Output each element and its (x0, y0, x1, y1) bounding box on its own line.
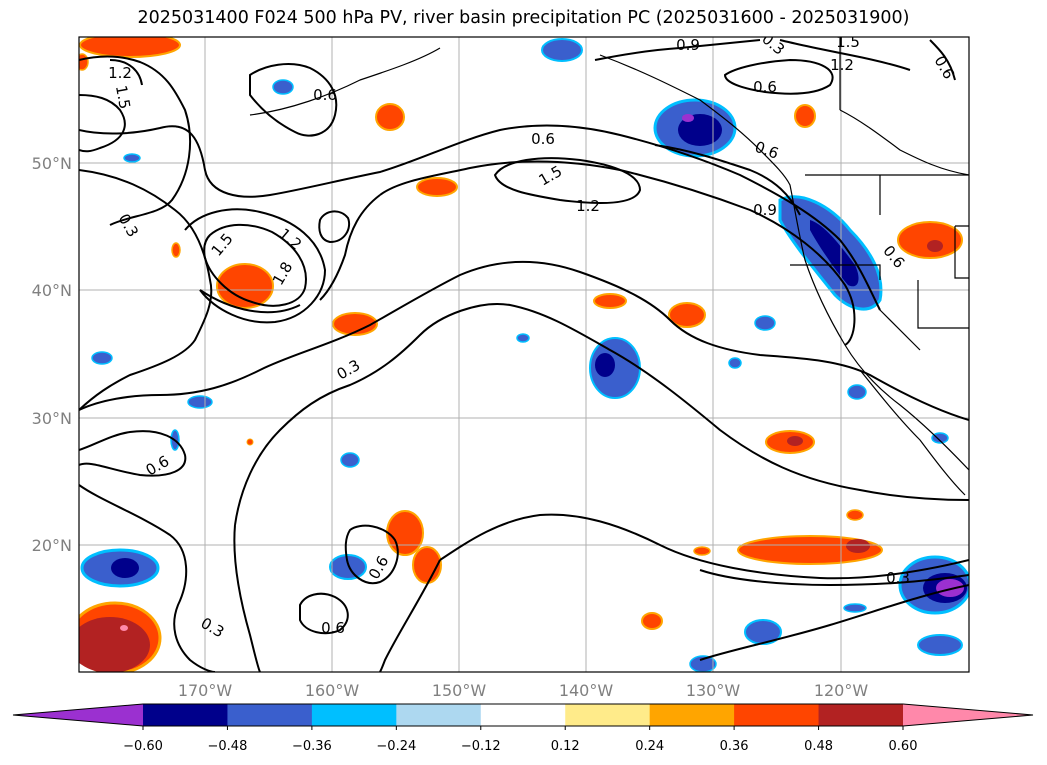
contour-label: 0.9 (676, 36, 700, 54)
lon-tick-label: 160°W (305, 681, 360, 700)
contour-label: 1.5 (112, 84, 134, 111)
lat-tick-label: 50°N (32, 154, 72, 173)
lat-tick-label: 30°N (32, 409, 72, 428)
colorbar-segment (649, 704, 735, 726)
colorbar-right-extend (903, 704, 1033, 726)
colorbar-segment (143, 704, 228, 726)
colorbar-tick-label: 0.24 (635, 739, 664, 754)
colorbar: −0.60 −0.48 −0.36 −0.24 −0.12 0.12 0.24 0.36 0.4… (12, 703, 1034, 754)
colorbar-segment (311, 704, 397, 726)
contour-label: 1.2 (108, 64, 132, 82)
colorbar-tick-label: −0.36 (292, 739, 332, 754)
lon-tick-label: 120°W (814, 681, 869, 700)
pv-contours (79, 39, 969, 672)
contour-label: 0.6 (531, 130, 555, 148)
colorbar-tick-label: 0.12 (551, 739, 580, 754)
map-panel: 1.2 1.5 0.6 0.9 1.5 1.2 0.6 0.6 0.3 0.6 … (79, 33, 969, 672)
contour-label: 0.9 (753, 201, 777, 219)
colorbar-tick-label: −0.60 (123, 739, 163, 754)
contour-label: 0.6 (321, 619, 345, 637)
colorbar-segment (818, 704, 904, 726)
lat-axis: 50°N 40°N 30°N 20°N (32, 154, 72, 555)
colorbar-segment (565, 704, 651, 726)
lat-tick-label: 40°N (32, 281, 72, 300)
contour-label: 0.6 (313, 86, 337, 104)
contour-label: 0.3 (886, 569, 910, 587)
lon-tick-label: 170°W (178, 681, 233, 700)
colorbar-tick-label: 0.36 (720, 739, 749, 754)
colorbar-tick-label: −0.12 (461, 739, 501, 754)
contour-label: 0.6 (753, 78, 777, 96)
coastlines (249, 37, 969, 496)
contour-label: 1.2 (576, 197, 600, 215)
lat-tick-label: 20°N (32, 536, 72, 555)
lon-axis: 170°W 160°W 150°W 140°W 130°W 120°W (178, 681, 869, 700)
colorbar-segment (227, 704, 313, 726)
map-title: 2025031400 F024 500 hPa PV, river basin … (137, 8, 910, 28)
contour-label: 1.2 (830, 56, 854, 74)
contour-label: 1.5 (836, 33, 860, 51)
colorbar-segment (480, 704, 566, 726)
colorbar-left-extend (13, 704, 143, 726)
lon-tick-label: 150°W (432, 681, 487, 700)
map-frame (78, 36, 970, 673)
lon-tick-label: 130°W (686, 681, 741, 700)
colorbar-tick-label: 0.48 (804, 739, 833, 754)
lon-tick-label: 140°W (559, 681, 614, 700)
colorbar-tick-label: 0.60 (889, 739, 918, 754)
colorbar-tick-label: −0.24 (376, 739, 416, 754)
colorbar-segment (734, 704, 820, 726)
colorbar-segment (396, 704, 482, 726)
colorbar-tick-label: −0.48 (208, 739, 248, 754)
